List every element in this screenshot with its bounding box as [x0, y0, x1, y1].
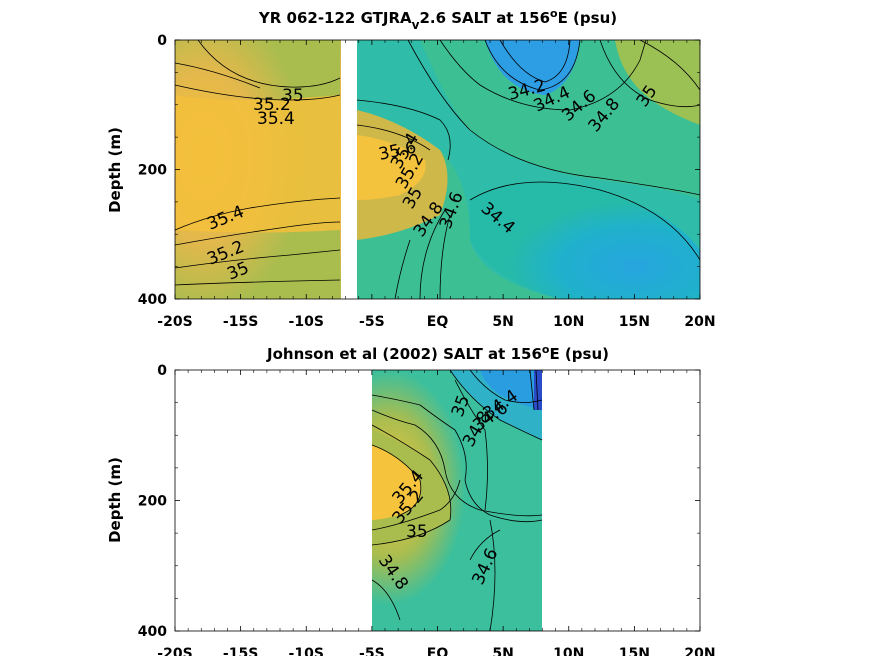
panel-bottom-title: Johnson et al (2002) SALT at 156oE (psu)	[266, 343, 609, 363]
x-tick-label: EQ	[427, 314, 449, 330]
panel-top-title: YR 062-122 GTJRAv2.6 SALT at 156oE (psu)	[258, 7, 617, 32]
x-tick-label: EQ	[427, 646, 449, 656]
x-tick-label: 20N	[684, 314, 715, 330]
panel-bottom: Johnson et al (2002) SALT at 156oE (psu)	[106, 343, 716, 656]
panel-top: YR 062-122 GTJRAv2.6 SALT at 156oE (psu)	[106, 7, 716, 330]
x-tick-label: -5S	[359, 314, 385, 330]
panel-top-contours	[174, 39, 701, 300]
x-tick-label: -10S	[289, 314, 324, 330]
x-tick-label: 5N	[492, 314, 513, 330]
x-tick-label: 10N	[553, 646, 584, 656]
panel-top-plot-area	[175, 40, 700, 302]
x-tick-label: -5S	[359, 646, 385, 656]
panel-top-ylabel: Depth (m)	[106, 127, 124, 213]
panel-bottom-plot-area	[372, 370, 542, 631]
x-tick-label: 20N	[684, 646, 715, 656]
x-tick-label: -20S	[157, 314, 192, 330]
y-tick-label: 0	[157, 363, 167, 379]
x-tick-label: -15S	[223, 314, 258, 330]
y-tick-label: 200	[138, 163, 167, 179]
x-tick-label: 5N	[492, 646, 513, 656]
y-tick-label: 0	[157, 33, 167, 49]
contour-label: 35.2	[253, 95, 291, 115]
contour-label: 35	[282, 86, 304, 106]
x-tick-label: 15N	[619, 314, 650, 330]
panel-top-data-gap	[341, 40, 357, 302]
x-tick-label: 15N	[619, 646, 650, 656]
panel-bottom-ylabel: Depth (m)	[106, 457, 124, 543]
x-tick-label: 10N	[553, 314, 584, 330]
x-tick-label: -10S	[289, 646, 324, 656]
x-tick-label: -15S	[223, 646, 258, 656]
x-tick-label: -20S	[157, 646, 192, 656]
contour-label: 35.4	[257, 109, 295, 129]
y-tick-label: 200	[138, 494, 167, 510]
contour-label: 35	[406, 522, 428, 542]
panel-bottom-contours	[371, 369, 543, 632]
y-tick-label: 400	[138, 624, 167, 640]
y-tick-label: 400	[138, 292, 167, 308]
